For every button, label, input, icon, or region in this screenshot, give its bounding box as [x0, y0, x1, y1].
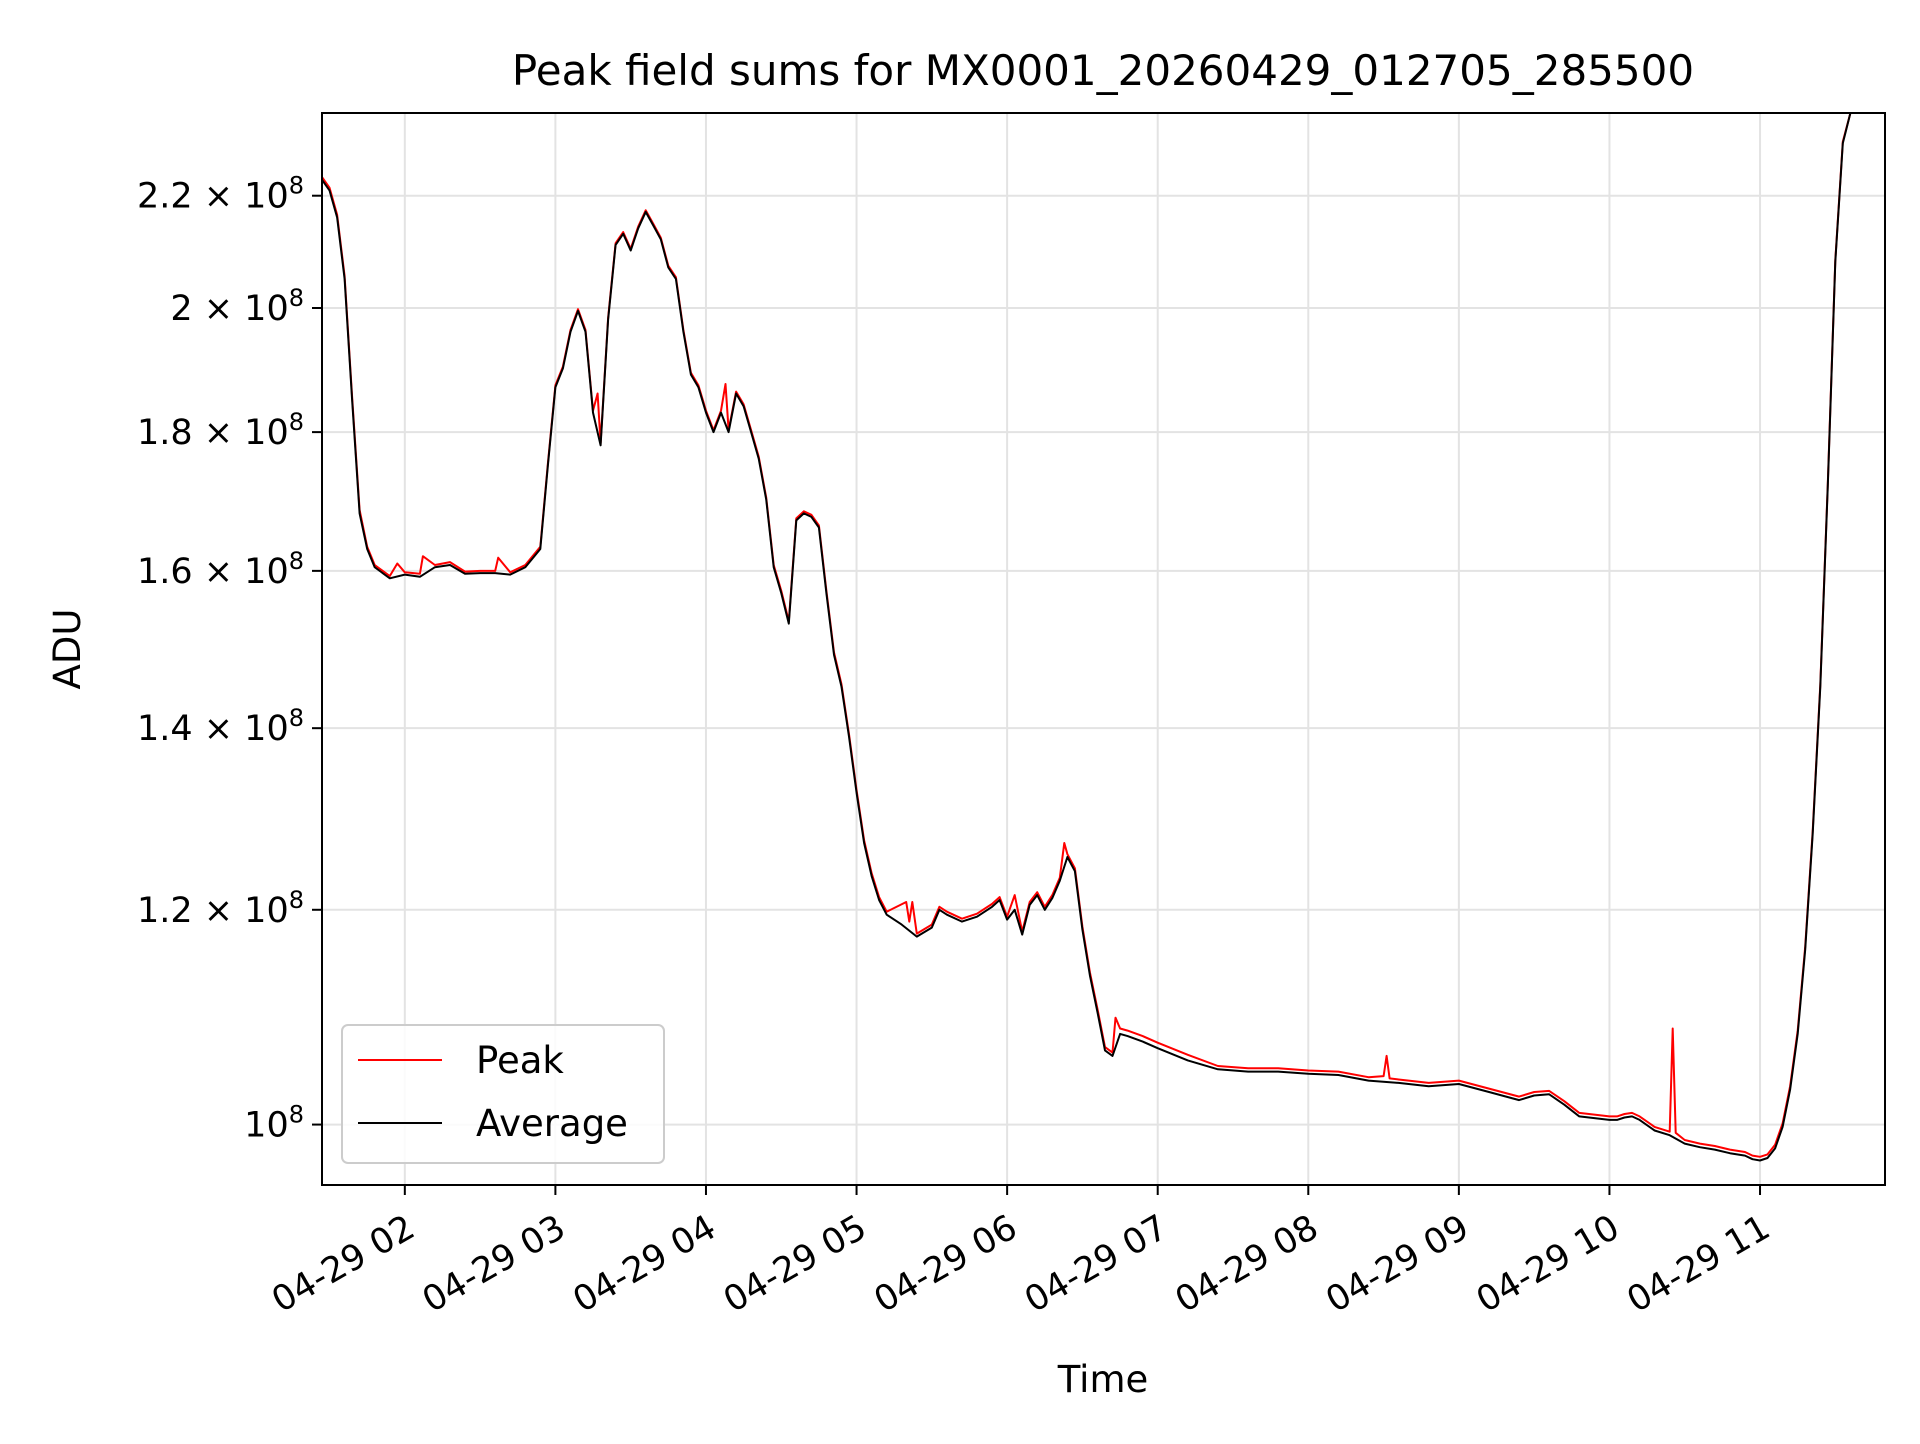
y-tick-exponent: 8 — [289, 886, 304, 914]
series-layer — [322, 113, 1852, 1162]
y-tick-exponent: 8 — [289, 172, 304, 200]
y-tick-exponent: 8 — [289, 1101, 304, 1129]
x-axis-label: Time — [1057, 1358, 1149, 1401]
y-tick-label: 1.8 × 108 — [137, 408, 304, 453]
y-axis-label: ADU — [46, 609, 89, 690]
y-tick-label: 1.6 × 108 — [137, 547, 304, 592]
y-tick-label: 2 × 108 — [170, 284, 304, 329]
y-tick-exponent: 8 — [289, 704, 304, 732]
chart-title: Peak field sums for MX0001_20260429_0127… — [512, 46, 1694, 95]
grid-lines — [322, 113, 1885, 1185]
y-axis: 108 1.2 × 108 1.4 × 108 1.6 × 108 1.8 × 108 2… — [137, 172, 322, 1146]
y-tick-exponent: 8 — [289, 547, 304, 575]
series-line-average — [322, 113, 1852, 1162]
y-tick-label: 2.2 × 108 — [137, 172, 304, 217]
legend: Peak Average — [341, 1024, 665, 1164]
y-tick-label: 1.2 × 108 — [137, 886, 304, 931]
legend-label-average: Average — [476, 1102, 628, 1145]
y-tick-label: 1.4 × 108 — [137, 704, 304, 749]
y-tick-exponent: 8 — [289, 284, 304, 312]
y-tick-label: 108 — [244, 1101, 304, 1146]
y-tick-exponent: 8 — [289, 408, 304, 436]
legend-label-peak: Peak — [476, 1039, 564, 1082]
plot-frame — [321, 112, 1886, 1186]
